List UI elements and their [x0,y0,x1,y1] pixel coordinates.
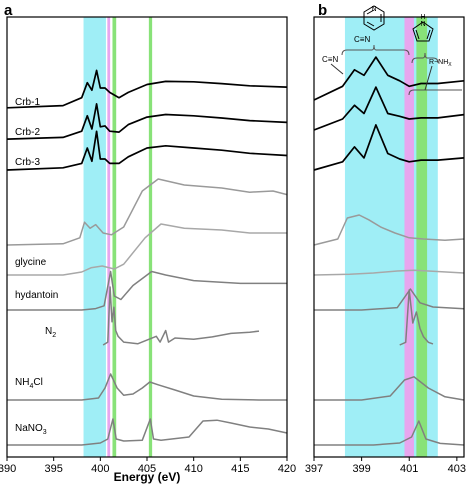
series-line-trace-5 [313,269,465,276]
series-label: Crb-2 [15,127,40,138]
series-line-trace-4 [313,214,465,246]
pyridine-ring-icon [363,5,385,31]
series-line-trace-6 [314,288,465,311]
panel-b-series [313,56,465,446]
x-tick-label: 415 [231,463,249,475]
pyridine-double-bond [366,9,375,15]
series-line-crb-3 [313,124,465,171]
x-tick-label: 400 [91,463,109,475]
pyridine-cn-label: C≡N [354,35,370,44]
series-label: N2 [45,326,56,339]
nitrile-pointer [330,63,344,75]
series-label: Crb-1 [15,97,40,108]
series-line-n2 [102,286,260,346]
energy-band-4 [148,17,153,457]
pyridine-n-label: N [371,6,376,13]
x-tick-label: 401 [400,463,418,475]
amine-pointer [424,65,433,91]
energy-band-3 [112,17,117,457]
series-label: NaNO3 [15,423,47,436]
pyrrole-structure [412,21,434,42]
series-label: glycine [15,257,47,268]
series-line-trace-7 [399,289,434,346]
x-tick-label: 399 [352,463,370,475]
panel-b-frame [313,16,465,458]
series-line-trace-9 [314,420,465,446]
energy-band-2 [404,17,414,457]
x-tick-label: 403 [448,463,466,475]
panel-b: b 397 399 401 403 N C≡N C≡N H N R−NHX [305,2,466,475]
panel-a-series [6,69,288,446]
pyridine-structure [363,5,385,31]
x-tick-label: 420 [278,463,296,475]
series-label: hydantoin [15,290,58,301]
series-line-glycine [7,223,287,276]
energy-band-2 [107,17,111,457]
panel-b-label: b [318,2,327,19]
x-tick-label: 395 [44,463,62,475]
series-label: NH4Cl [15,377,43,390]
amine-bracket [408,89,462,96]
x-tick-label: 390 [0,463,16,475]
pyridine-bracket [341,44,410,56]
nitrile-cn-label: C≡N [322,55,338,64]
series-line-hydantoin [7,270,287,311]
series-line-crb-1 [6,69,288,109]
panel-a-x-axis-label: Energy (eV) [114,470,181,484]
amine-label: R−NHX [429,59,452,68]
series-line-nano3 [7,418,288,446]
pyrrole-double-bond-2 [426,29,431,40]
series-line-crb-2 [313,86,465,131]
pyrrole-ring-icon [412,21,434,42]
pyridine-double-bond-3 [366,21,375,27]
series-line-trace-8 [314,376,465,401]
energy-band-3 [416,17,428,457]
series-line-crb-3 [6,130,288,171]
panel-a-label: a [4,2,13,19]
series-line-trace-4 [6,178,288,246]
series-line-nh4cl [7,373,287,401]
series-label: Crb-3 [15,157,40,168]
pyrrole-bracket [411,52,439,64]
x-tick-label: 397 [305,463,323,475]
series-line-crb-2 [6,103,288,140]
panel-a-series-labels: Crb-1 Crb-2 Crb-3 glycine hydantoin N2 NH4Cl Na… [15,97,58,436]
panel-a-x-axis: 390 395 400 405 410 415 420 [0,457,296,475]
panel-a: a 390 395 400 405 410 415 420 Energy (eV) Crb-… [0,2,296,484]
pyrrole-n-label: N [420,21,425,28]
x-tick-label: 405 [138,463,156,475]
pyrrole-nh-label: H [420,14,425,21]
x-tick-label: 410 [184,463,202,475]
pyrrole-double-bond [415,29,420,40]
panel-b-x-axis: 397 399 401 403 [305,457,466,475]
